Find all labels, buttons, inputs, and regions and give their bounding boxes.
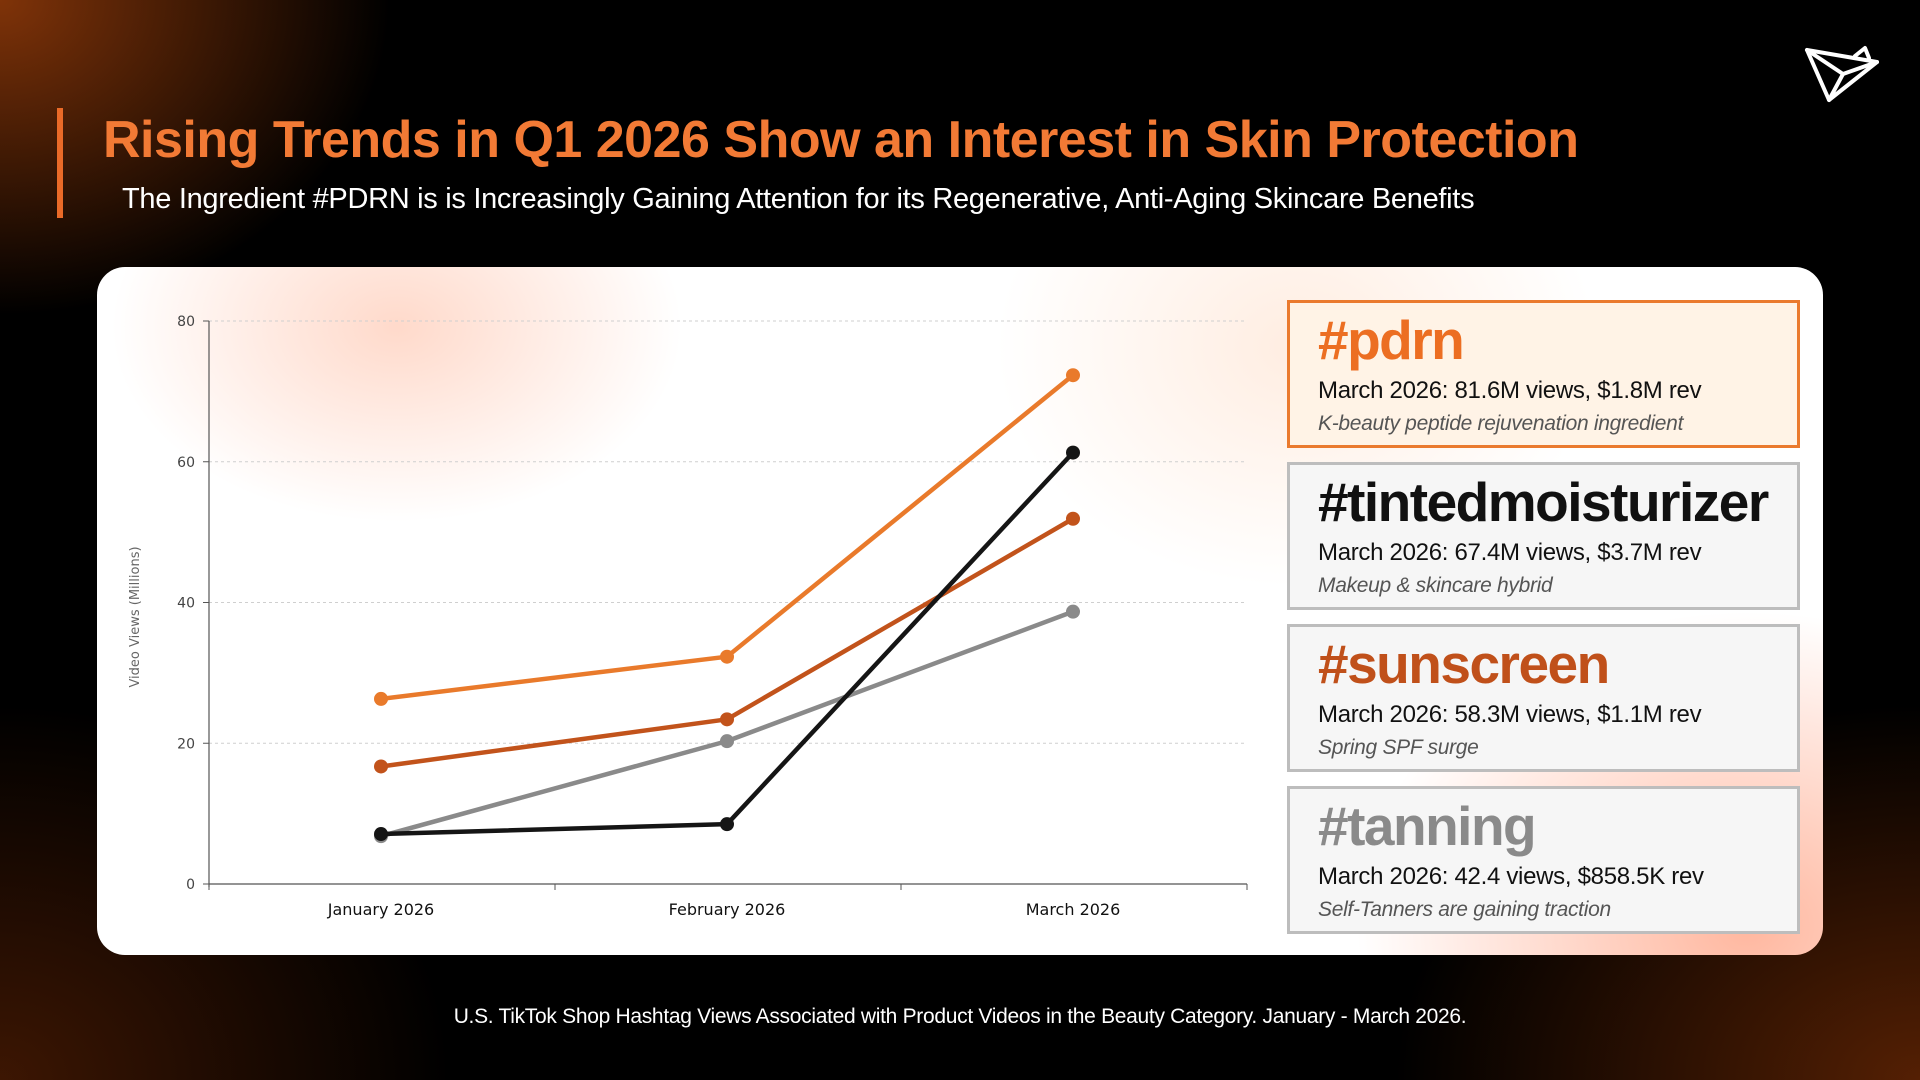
- content-panel: 0 20 40 60 80 January 2026 February 2026 March…: [97, 267, 1823, 955]
- hashtag-title: #tanning: [1318, 795, 1537, 857]
- x-tick-label: February 2026: [669, 900, 786, 919]
- hashtag-title: #tintedmoisturizer: [1318, 471, 1769, 533]
- hashtag-stat: March 2026: 67.4M views, $3.7M rev: [1318, 539, 1702, 566]
- hashtag-note: Makeup & skincare hybrid: [1318, 574, 1553, 597]
- hashtag-note: Spring SPF surge: [1318, 736, 1479, 759]
- hashtag-cards: #pdrn March 2026: 81.6M views, $1.8M rev K…: [1287, 300, 1800, 948]
- series-line-3: [380, 451, 1075, 837]
- hashtag-card: #tanning March 2026: 42.4 views, $858.5K …: [1287, 786, 1800, 934]
- hashtag-title: #pdrn: [1318, 309, 1465, 371]
- page-subtitle: The Ingredient #PDRN is is Increasingly …: [122, 183, 1475, 215]
- paper-plane-bird-icon: [1805, 46, 1879, 102]
- title-accent-bar: [57, 108, 63, 218]
- x-tick-label: March 2026: [1026, 900, 1121, 919]
- data-point: [1066, 368, 1080, 383]
- hashtag-note: K-beauty peptide rejuvenation ingredient: [1318, 412, 1684, 435]
- data-point: [720, 649, 734, 664]
- hashtag-card: #pdrn March 2026: 81.6M views, $1.8M rev K…: [1287, 300, 1800, 448]
- x-tick-label: January 2026: [327, 900, 434, 919]
- hashtag-card: #sunscreen March 2026: 58.3M views, $1.1M…: [1287, 624, 1800, 772]
- y-tick-label: 0: [186, 877, 195, 893]
- y-axis-label: Video Views (Millions): [128, 546, 143, 687]
- hashtag-card: #tintedmoisturizer March 2026: 67.4M view…: [1287, 462, 1800, 610]
- page-title: Rising Trends in Q1 2026 Show an Interes…: [103, 111, 1579, 169]
- hashtag-stat: March 2026: 58.3M views, $1.1M rev: [1318, 701, 1702, 728]
- data-point: [1066, 511, 1080, 526]
- footnote: U.S. TikTok Shop Hashtag Views Associate…: [453, 1005, 1467, 1028]
- hashtag-note: Self-Tanners are gaining traction: [1318, 898, 1611, 921]
- y-tick-label: 60: [177, 455, 195, 471]
- y-tick-label: 40: [177, 596, 195, 612]
- hashtag-stat: March 2026: 42.4 views, $858.5K rev: [1318, 863, 1704, 890]
- data-point: [720, 712, 734, 727]
- hashtag-stat: March 2026: 81.6M views, $1.8M rev: [1318, 377, 1702, 404]
- data-point: [374, 759, 388, 774]
- series-line-1: [380, 516, 1075, 769]
- hashtag-title: #sunscreen: [1318, 633, 1610, 695]
- y-tick-label: 20: [177, 736, 195, 752]
- data-point: [720, 817, 734, 832]
- data-point: [1066, 445, 1080, 460]
- y-tick-label: 80: [177, 314, 195, 330]
- data-point: [720, 734, 734, 749]
- data-point: [374, 691, 388, 706]
- data-point: [1066, 604, 1080, 619]
- line-chart: 0 20 40 60 80 January 2026 February 2026 March…: [128, 314, 1248, 919]
- data-point: [374, 827, 388, 842]
